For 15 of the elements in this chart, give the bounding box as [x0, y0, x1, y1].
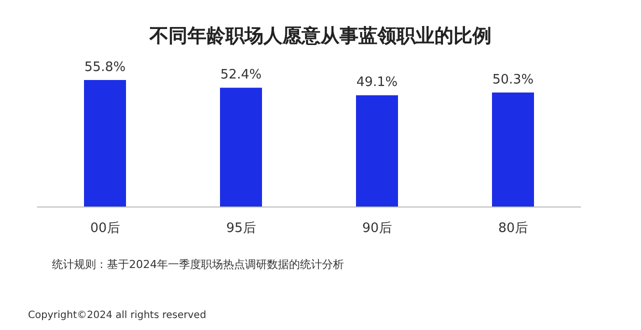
bar: [84, 80, 126, 207]
data-label: 52.4%: [220, 68, 262, 83]
x-tick-label: 80后: [498, 221, 528, 236]
text: Copyright©2024 all rights reserved: [28, 310, 206, 321]
x-tick-label: 95后: [226, 221, 256, 236]
chart-title: 不同年龄职场人愿意从事蓝领职业的比例: [148, 25, 492, 47]
x-tick-label: 00后: [90, 221, 120, 236]
bar: [220, 88, 262, 207]
text: 统计规则：基于2024年一季度职场热点调研数据的统计分析: [52, 258, 344, 271]
bar: [492, 92, 534, 207]
x-tick-label: 90后: [362, 221, 392, 236]
data-label: 50.3%: [492, 72, 534, 88]
data-label: 49.1%: [356, 75, 398, 90]
data-label: 55.8%: [84, 60, 126, 75]
bar: [356, 95, 398, 207]
